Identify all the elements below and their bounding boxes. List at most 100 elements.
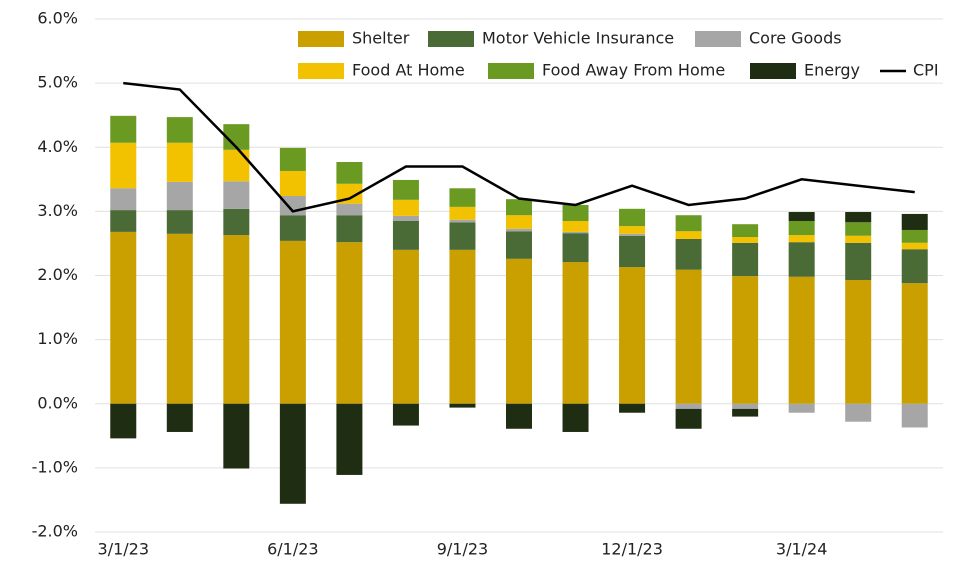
bar-segment bbox=[562, 231, 589, 234]
bar-segment bbox=[506, 231, 532, 259]
bar-segment bbox=[675, 231, 702, 239]
bar-segment bbox=[788, 212, 815, 221]
bar-segment bbox=[845, 403, 872, 422]
y-tick-label: 5.0% bbox=[37, 73, 78, 92]
bar-segment bbox=[732, 224, 759, 238]
bar-segment bbox=[732, 242, 759, 277]
bar-segment bbox=[392, 403, 419, 426]
bar-segment bbox=[619, 226, 646, 234]
bar-segment bbox=[279, 215, 306, 241]
y-tick-label: 3.0% bbox=[37, 201, 78, 220]
cpi-line bbox=[123, 81, 915, 213]
bar-segment bbox=[166, 181, 193, 211]
bar-segment bbox=[845, 212, 872, 223]
x-tick-label: 3/1/23 bbox=[98, 540, 150, 559]
bar-segment bbox=[449, 222, 476, 250]
bar-segment bbox=[336, 242, 363, 404]
legend-swatch bbox=[428, 31, 474, 47]
bar-segment bbox=[392, 249, 419, 404]
bar-segment bbox=[223, 181, 250, 209]
bar-segment bbox=[675, 403, 702, 409]
bar-segment bbox=[619, 208, 646, 227]
bar-segment bbox=[279, 147, 306, 171]
bar-segment bbox=[788, 276, 815, 404]
bar-segment bbox=[788, 220, 815, 236]
y-tick-label: -2.0% bbox=[32, 522, 78, 541]
bar-segment bbox=[562, 262, 589, 404]
bar-segment bbox=[845, 222, 872, 236]
x-tick-label: 3/1/24 bbox=[776, 540, 828, 559]
y-tick-label: 4.0% bbox=[37, 137, 78, 156]
legend-label: Energy bbox=[804, 61, 860, 80]
bar-segment bbox=[506, 228, 532, 232]
bar-segment bbox=[279, 240, 306, 404]
bar-segment bbox=[788, 242, 815, 277]
bar-segment bbox=[506, 199, 532, 216]
x-tick-label: 6/1/23 bbox=[267, 540, 319, 559]
bar-segment bbox=[901, 242, 928, 250]
y-tick-label: 0.0% bbox=[37, 393, 78, 412]
bar-segment bbox=[336, 215, 363, 243]
bar-segment bbox=[336, 161, 363, 184]
bar-segment bbox=[279, 403, 306, 504]
legend-swatch bbox=[488, 63, 534, 79]
bar-segment bbox=[732, 408, 759, 417]
bar-segment bbox=[901, 229, 928, 243]
bar-segment bbox=[675, 215, 702, 232]
bar-segment bbox=[449, 188, 476, 207]
bar-segment bbox=[223, 403, 250, 469]
legend-label: Shelter bbox=[352, 29, 410, 48]
bar-segment bbox=[110, 403, 137, 439]
bar-segment bbox=[562, 220, 589, 232]
bar-segment bbox=[336, 203, 363, 216]
bar-segment bbox=[279, 170, 306, 196]
bar-segment bbox=[110, 210, 137, 232]
bar-segment bbox=[449, 219, 476, 223]
legend-swatch bbox=[750, 63, 796, 79]
bar-segment bbox=[449, 206, 476, 220]
bar-segment bbox=[166, 403, 193, 432]
bar-segment bbox=[223, 235, 250, 404]
bar-segment bbox=[675, 269, 702, 404]
bar-segment bbox=[166, 117, 193, 143]
legend-swatch bbox=[298, 31, 344, 47]
bar-segment bbox=[901, 403, 928, 428]
bar-segment bbox=[110, 188, 137, 211]
bar-segment bbox=[166, 210, 193, 234]
bar-segment bbox=[619, 403, 646, 413]
bar-segment bbox=[732, 403, 759, 409]
bar-segment bbox=[732, 276, 759, 404]
legend-label: Food At Home bbox=[352, 61, 465, 80]
bar-segment bbox=[223, 208, 250, 236]
bar-segment bbox=[110, 142, 137, 189]
bar-segment bbox=[619, 267, 646, 404]
y-tick-label: 1.0% bbox=[37, 329, 78, 348]
x-tick-label: 12/1/23 bbox=[601, 540, 663, 559]
bar-segment bbox=[506, 258, 532, 404]
bar-segment bbox=[901, 213, 928, 230]
bar-segment bbox=[506, 403, 532, 429]
bar-segment bbox=[166, 142, 193, 182]
bar-segment bbox=[336, 183, 363, 204]
bar-segment bbox=[675, 238, 702, 270]
bar-segment bbox=[788, 235, 815, 243]
bar-segment bbox=[392, 215, 419, 221]
bar-segment bbox=[845, 235, 872, 243]
bar-segment bbox=[562, 204, 589, 221]
bar-segment bbox=[110, 231, 137, 404]
legend-swatch bbox=[695, 31, 741, 47]
bar-segment bbox=[901, 283, 928, 404]
bar-segment bbox=[845, 279, 872, 404]
bar-segment bbox=[392, 199, 419, 216]
bar-segment bbox=[788, 403, 815, 413]
legend-label: CPI bbox=[913, 61, 939, 80]
bar-segment bbox=[562, 233, 589, 263]
bar-segment bbox=[392, 179, 419, 200]
bar-segment bbox=[110, 115, 137, 143]
legend-label: Motor Vehicle Insurance bbox=[482, 29, 674, 48]
bar-segment bbox=[562, 403, 589, 432]
bar-segment bbox=[223, 149, 250, 182]
bar-segment bbox=[449, 403, 476, 408]
bar-segment bbox=[166, 233, 193, 404]
